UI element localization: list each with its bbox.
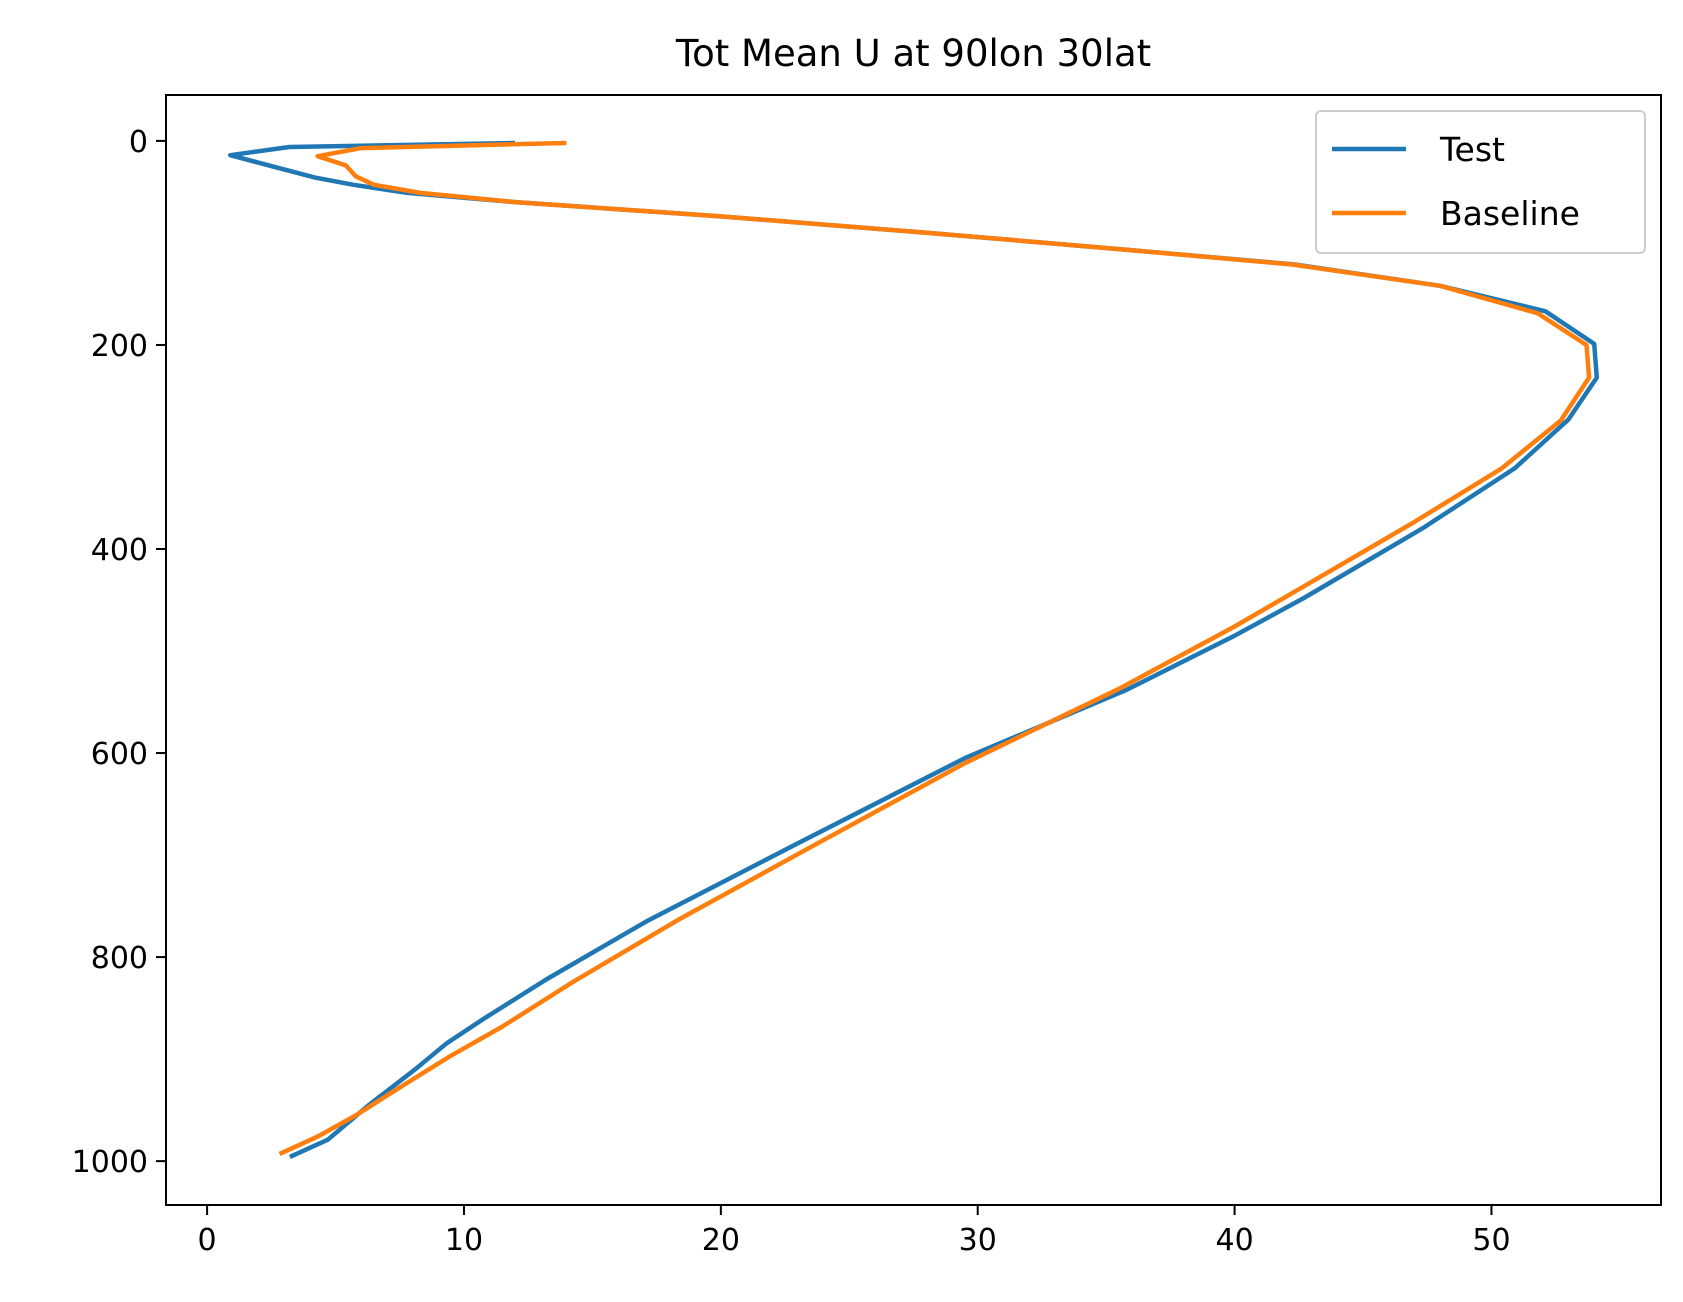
- y-tick-label: 400: [91, 533, 148, 568]
- legend-label-baseline: Baseline: [1440, 194, 1580, 233]
- x-tick-label: 50: [1472, 1223, 1510, 1258]
- legend-box: [1315, 110, 1646, 254]
- y-tick-label: 1000: [72, 1145, 148, 1180]
- y-tick-label: 800: [91, 941, 148, 976]
- legend-label-test: Test: [1439, 130, 1505, 169]
- plot-area: [166, 95, 1661, 1205]
- x-tick-label: 20: [702, 1223, 740, 1258]
- chart-title: Tot Mean U at 90lon 30lat: [675, 32, 1151, 75]
- x-tick-label: 40: [1215, 1223, 1253, 1258]
- y-tick-label: 600: [91, 737, 148, 772]
- x-axis: 0 10 20 30 40 50: [198, 1205, 1511, 1258]
- y-tick-label: 0: [129, 125, 148, 160]
- x-tick-label: 10: [445, 1223, 483, 1258]
- plot-frame: [165, 94, 1662, 1206]
- y-axis: 0 200 400 600 800 1000: [72, 125, 166, 1180]
- x-tick-label: 0: [198, 1223, 217, 1258]
- series-lines: [227, 140, 1600, 1159]
- series-line-baseline: [278, 140, 1592, 1156]
- y-tick-label: 200: [91, 329, 148, 364]
- legend: Test Baseline: [1315, 110, 1646, 254]
- x-tick-label: 30: [959, 1223, 997, 1258]
